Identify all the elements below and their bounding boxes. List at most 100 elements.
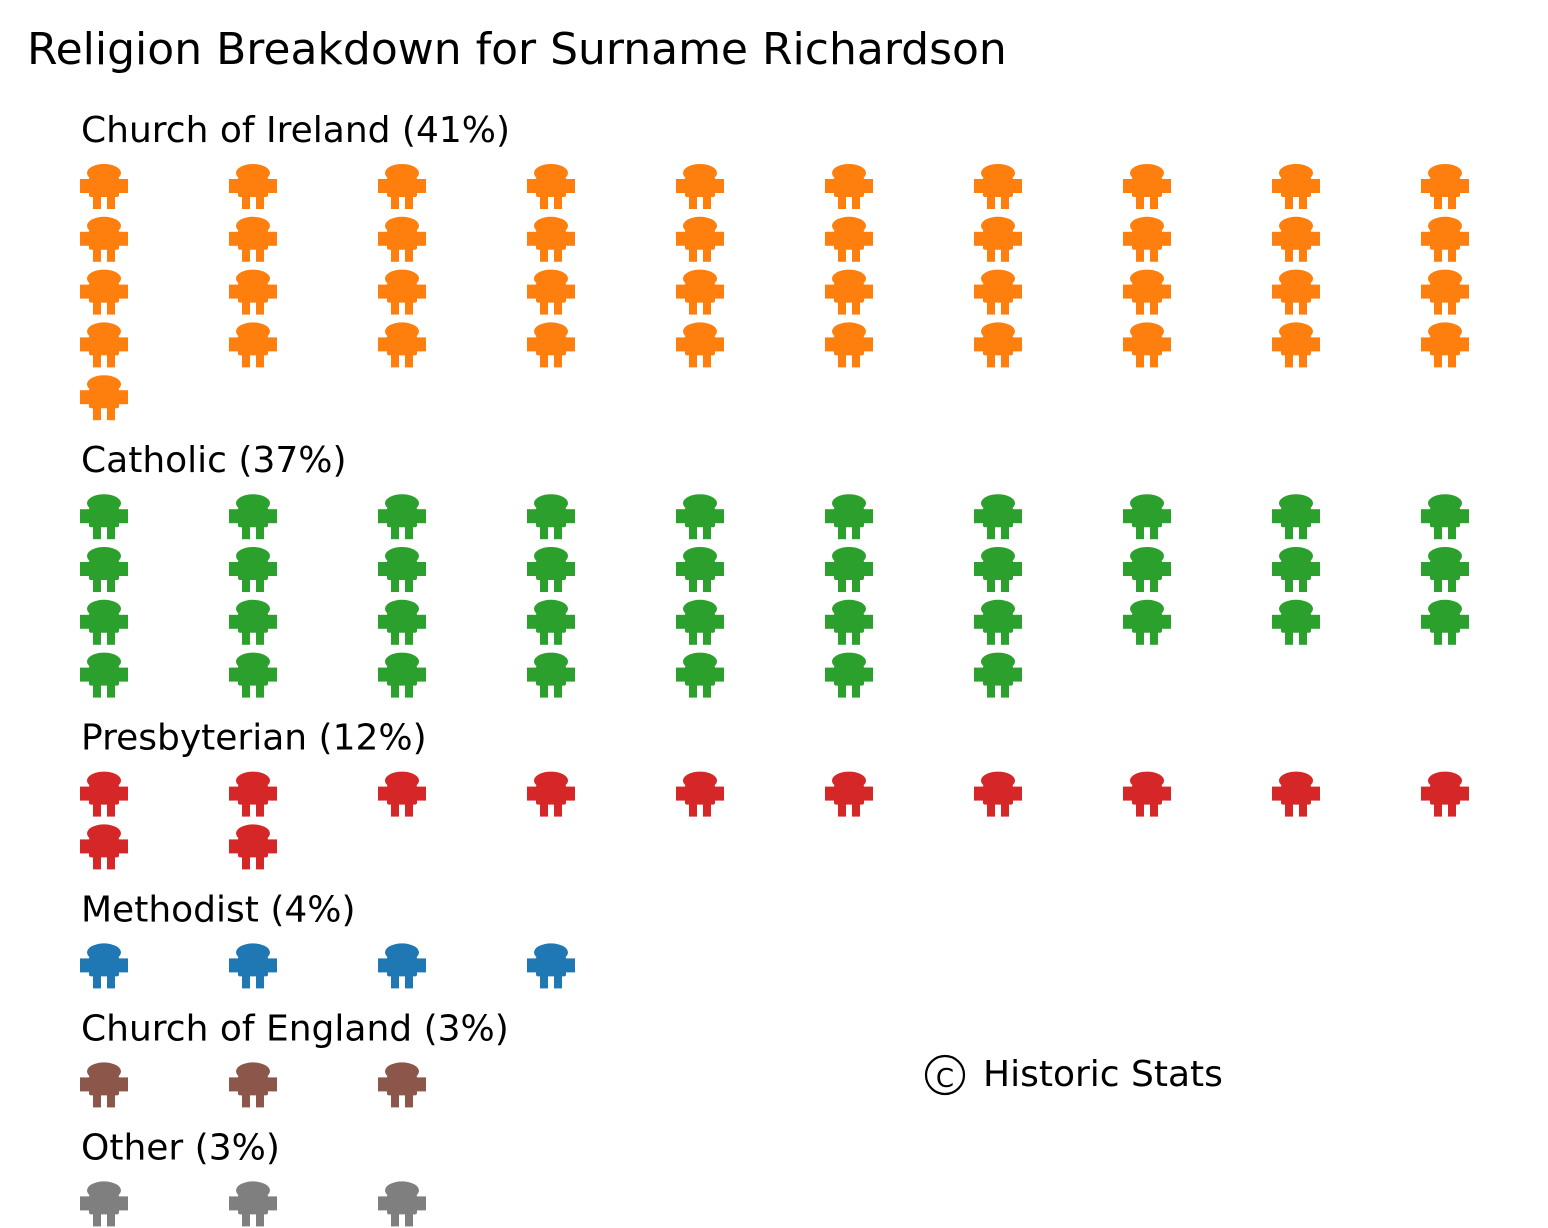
person-icon	[378, 494, 426, 540]
person-icon	[825, 652, 873, 698]
person-icon	[80, 322, 128, 368]
person-icon	[1123, 599, 1171, 645]
person-icon	[80, 269, 128, 315]
chart-title: Religion Breakdown for Surname Richardso…	[27, 24, 1007, 75]
person-icon	[378, 547, 426, 592]
category-label: Catholic (37%)	[81, 440, 347, 481]
category-group: Catholic (37%)	[80, 440, 1469, 698]
category-group: Presbyterian (12%)	[80, 718, 1469, 870]
person-icon	[676, 547, 724, 592]
category-label: Church of England (3%)	[81, 1008, 509, 1049]
category-label: Church of Ireland (41%)	[81, 110, 510, 151]
person-icon	[1421, 599, 1469, 645]
person-icon	[1272, 494, 1320, 540]
person-icon	[974, 652, 1022, 698]
person-icon	[1421, 494, 1469, 540]
category-group: Church of Ireland (41%)	[80, 110, 1469, 421]
person-icon	[229, 216, 277, 262]
person-icon	[527, 322, 575, 368]
person-icon	[80, 943, 128, 989]
person-icon	[1421, 269, 1469, 315]
person-icon	[1123, 216, 1171, 262]
person-icon	[80, 771, 128, 817]
person-icon	[229, 1062, 277, 1108]
person-icon	[378, 599, 426, 645]
person-icon	[527, 599, 575, 645]
person-icon	[527, 652, 575, 698]
credit: C Historic Stats	[924, 1054, 1223, 1096]
person-icon	[229, 771, 277, 817]
person-icon	[1272, 164, 1320, 209]
person-icon	[80, 375, 128, 421]
person-icon	[378, 943, 426, 989]
person-icon	[80, 824, 128, 870]
person-icon	[527, 269, 575, 315]
person-icon	[527, 943, 575, 989]
person-icon	[378, 1181, 426, 1227]
person-icon	[825, 599, 873, 645]
category-group: Church of England (3%)	[80, 1008, 509, 1108]
person-icon	[229, 322, 277, 368]
person-icon	[1272, 216, 1320, 262]
person-icon	[80, 164, 128, 209]
person-icon	[378, 164, 426, 209]
person-icon	[80, 1062, 128, 1108]
person-icon	[80, 494, 128, 540]
person-icon	[676, 771, 724, 817]
person-icon	[1272, 771, 1320, 817]
person-icon	[676, 322, 724, 368]
person-icon	[825, 216, 873, 262]
person-icon	[80, 547, 128, 592]
person-icon	[378, 322, 426, 368]
person-icon	[825, 494, 873, 540]
person-icon	[378, 652, 426, 698]
person-icon	[1123, 547, 1171, 592]
person-icon	[974, 164, 1022, 209]
person-icon	[229, 943, 277, 989]
person-icon	[527, 216, 575, 262]
person-icon	[676, 216, 724, 262]
person-icon	[974, 771, 1022, 817]
person-icon	[676, 494, 724, 540]
person-icon	[527, 164, 575, 209]
person-icon	[825, 269, 873, 315]
person-icon	[974, 322, 1022, 368]
person-icon	[229, 824, 277, 870]
person-icon	[229, 547, 277, 592]
person-icon	[974, 216, 1022, 262]
person-icon	[974, 269, 1022, 315]
person-icon	[825, 322, 873, 368]
person-icon	[229, 164, 277, 209]
person-icon	[1123, 771, 1171, 817]
person-icon	[676, 599, 724, 645]
category-label: Other (3%)	[81, 1127, 280, 1168]
copyright-icon	[924, 1054, 966, 1096]
person-icon	[229, 269, 277, 315]
person-icon	[676, 164, 724, 209]
person-icon	[1123, 164, 1171, 209]
person-icon	[229, 652, 277, 698]
person-icon	[1123, 269, 1171, 315]
category-label: Presbyterian (12%)	[81, 718, 427, 759]
person-icon	[974, 494, 1022, 540]
person-icon	[229, 599, 277, 645]
person-icon	[80, 1181, 128, 1227]
person-icon	[1272, 547, 1320, 592]
person-icon	[1272, 269, 1320, 315]
person-icon	[378, 269, 426, 315]
person-icon	[1421, 322, 1469, 368]
person-icon	[825, 771, 873, 817]
person-icon	[229, 1181, 277, 1227]
category-groups: Church of Ireland (41%) Catholic (37%) Pre…	[80, 110, 1469, 1227]
copyright-symbol: C	[936, 1064, 954, 1094]
category-group: Other (3%)	[80, 1127, 426, 1227]
person-icon	[80, 599, 128, 645]
person-icon	[1421, 216, 1469, 262]
person-icon	[676, 652, 724, 698]
person-icon	[1272, 322, 1320, 368]
person-icon	[1123, 322, 1171, 368]
person-icon	[1272, 599, 1320, 645]
person-icon	[80, 216, 128, 262]
person-icon	[825, 547, 873, 592]
